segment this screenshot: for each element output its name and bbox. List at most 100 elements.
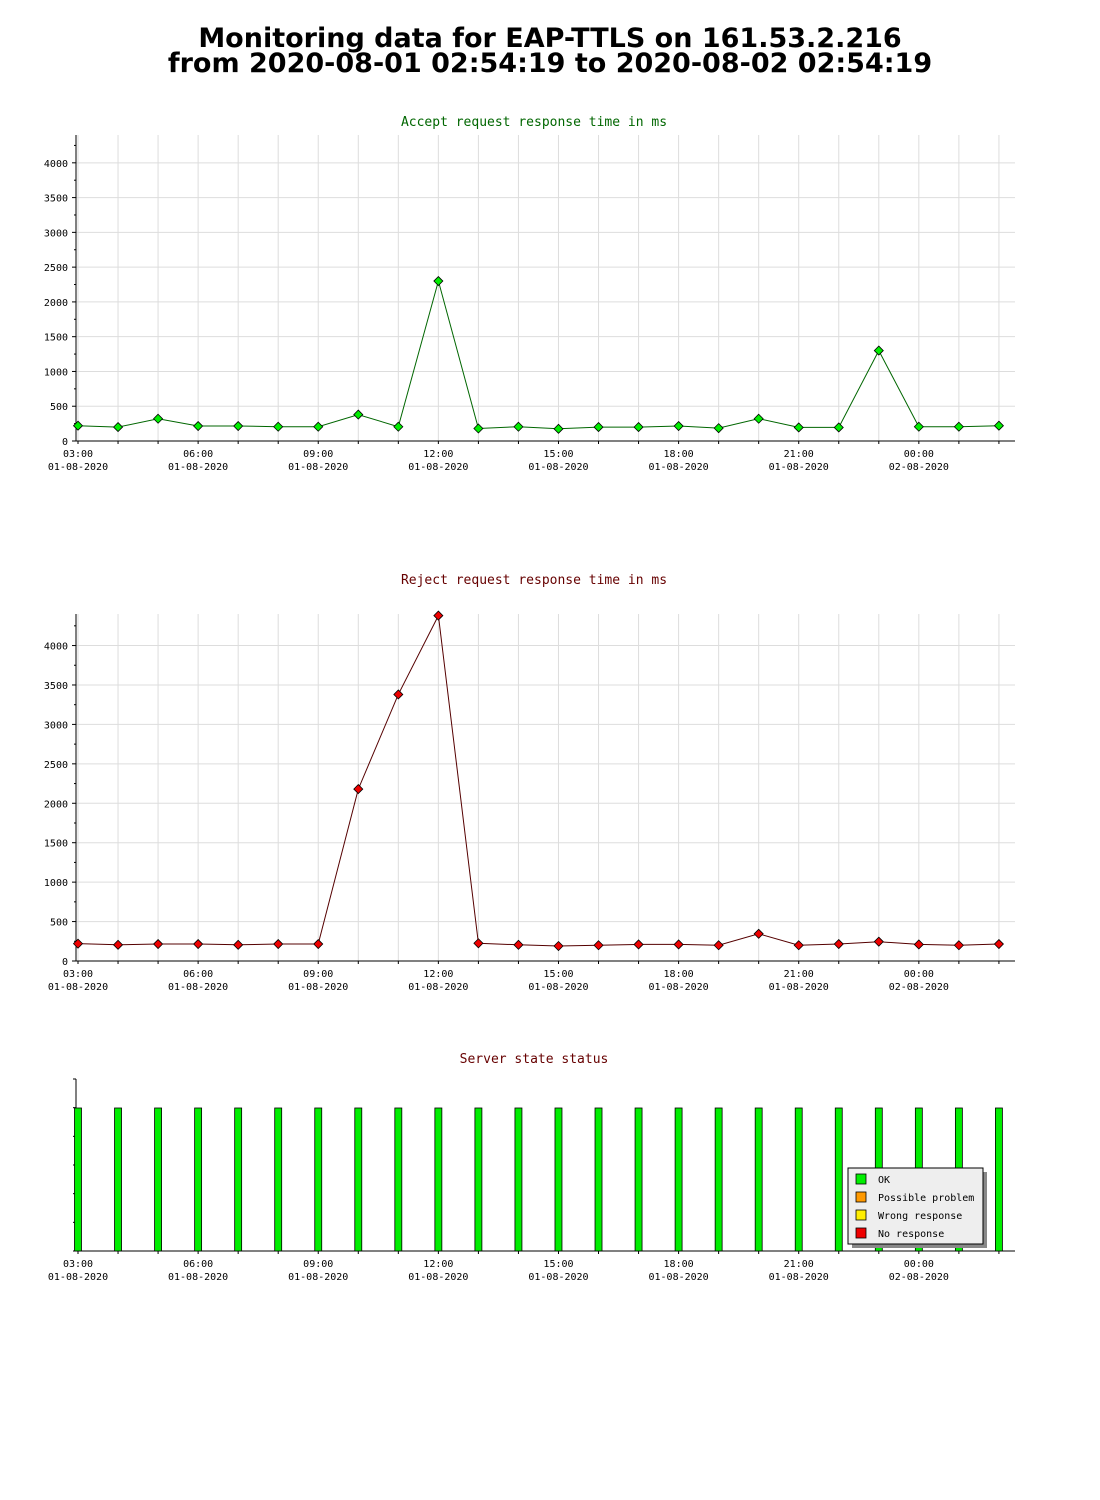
- accept-series-line: [77, 279, 999, 430]
- reject-data-point: [153, 938, 164, 950]
- reject-data-point: [513, 939, 524, 950]
- accept-x-tick-time: 18:00: [664, 449, 694, 460]
- status-x-tick-date: 01-08-2020: [528, 1272, 588, 1283]
- reject-y-tick-label: 0: [62, 957, 68, 968]
- status-state-bar: [754, 1107, 763, 1252]
- accept-data-point: [112, 422, 124, 433]
- reject-data-point: [913, 939, 924, 950]
- accept-x-tick-time: 06:00: [183, 449, 213, 460]
- accept-y-tick-label: 4000: [44, 159, 68, 170]
- accept-x-tick-date: 01-08-2020: [648, 462, 708, 473]
- accept-x-tick-date: 01-08-2020: [408, 462, 468, 473]
- reject-data-point: [993, 938, 1004, 950]
- accept-data-point: [233, 420, 244, 432]
- accept-y-tick-label: 3000: [44, 228, 68, 239]
- accept-data-point: [913, 421, 924, 432]
- status-state-bar: [514, 1107, 523, 1252]
- accept-data-point: [273, 421, 284, 432]
- accept-data-point: [753, 413, 764, 424]
- legend-label: OK: [878, 1175, 890, 1186]
- accept-y-tick-label: 2500: [44, 263, 68, 274]
- reject-y-tick-label: 3500: [44, 681, 68, 692]
- accept-x-tick-time: 09:00: [303, 449, 333, 460]
- reject-data-point: [233, 939, 244, 950]
- accept-data-point: [833, 422, 844, 433]
- status-state-bar: [314, 1107, 323, 1252]
- reject-x-tick-time: 15:00: [543, 969, 573, 980]
- status-state-bar: [354, 1107, 363, 1252]
- page-title-line-2: from 2020-08-01 02:54:19 to 2020-08-02 0…: [167, 48, 933, 79]
- status-x-tick-time: 06:00: [183, 1259, 213, 1270]
- status-x-tick-time: 03:00: [63, 1259, 93, 1270]
- reject-x-tick-time: 21:00: [784, 969, 814, 980]
- reject-y-tick-label: 2500: [44, 760, 68, 771]
- accept-y-tick-label: 500: [50, 402, 68, 413]
- accept-data-point: [673, 420, 684, 432]
- reject-x-tick-time: 03:00: [63, 969, 93, 980]
- status-x-tick-date: 01-08-2020: [769, 1272, 829, 1283]
- accept-x-tick-time: 03:00: [63, 449, 93, 460]
- reject-series-line: [77, 613, 999, 947]
- reject-x-tick-time: 12:00: [423, 969, 453, 980]
- reject-data-point: [193, 938, 204, 950]
- reject-data-point: [873, 936, 884, 947]
- reject-x-tick-date: 01-08-2020: [288, 982, 348, 993]
- reject-x-tick-date: 01-08-2020: [528, 982, 588, 993]
- reject-data-point: [553, 940, 564, 952]
- accept-data-point: [993, 420, 1004, 431]
- status-state-bar: [154, 1107, 162, 1252]
- status-state-bar: [594, 1107, 603, 1252]
- reject-x-tick-time: 18:00: [664, 969, 694, 980]
- status-x-tick-date: 02-08-2020: [889, 1272, 949, 1283]
- accept-data-point: [713, 423, 724, 434]
- accept-x-tick-date: 01-08-2020: [769, 462, 829, 473]
- legend-swatch: [855, 1173, 867, 1185]
- reject-x-tick-time: 00:00: [904, 969, 934, 980]
- status-x-tick-date: 01-08-2020: [288, 1272, 348, 1283]
- status-state-bar: [794, 1107, 803, 1252]
- accept-data-point: [313, 421, 324, 432]
- reject-data-point: [593, 940, 604, 951]
- accept-data-point: [193, 420, 204, 432]
- accept-data-point: [353, 409, 364, 420]
- reject-data-point: [393, 689, 404, 700]
- reject-y-tick-label: 2000: [44, 799, 68, 810]
- status-state-bar: [434, 1107, 443, 1252]
- status-state-bar: [634, 1107, 643, 1252]
- accept-x-tick-time: 00:00: [904, 449, 934, 460]
- status-x-tick-date: 01-08-2020: [648, 1272, 708, 1283]
- legend-swatch: [855, 1191, 867, 1203]
- accept-chart-title: Accept request response time in ms: [401, 115, 667, 130]
- reject-y-tick-label: 500: [50, 918, 68, 929]
- accept-data-point: [873, 345, 884, 356]
- accept-y-tick-label: 1500: [44, 333, 68, 344]
- status-x-tick-time: 15:00: [543, 1259, 573, 1270]
- reject-x-tick-time: 06:00: [183, 969, 213, 980]
- status-chart-title: Server state status: [460, 1052, 609, 1067]
- status-x-tick-date: 01-08-2020: [168, 1272, 228, 1283]
- accept-data-point: [793, 422, 804, 433]
- accept-x-tick-date: 01-08-2020: [168, 462, 228, 473]
- status-state-bar: [474, 1107, 483, 1252]
- accept-data-point: [633, 422, 644, 433]
- reject-y-tick-label: 1500: [44, 839, 68, 850]
- reject-data-point: [112, 939, 124, 950]
- accept-y-tick-label: 2000: [44, 298, 68, 309]
- reject-x-tick-date: 01-08-2020: [769, 982, 829, 993]
- accept-x-tick-date: 02-08-2020: [889, 462, 949, 473]
- reject-x-tick-time: 09:00: [303, 969, 333, 980]
- accept-data-point: [513, 421, 524, 432]
- reject-data-point: [353, 784, 364, 795]
- accept-data-point: [393, 421, 404, 432]
- accept-x-tick-time: 21:00: [784, 449, 814, 460]
- reject-x-tick-date: 01-08-2020: [648, 982, 708, 993]
- accept-data-point: [72, 420, 84, 431]
- page-title-line-1: Monitoring data for EAP-TTLS on 161.53.2…: [198, 23, 902, 54]
- reject-y-tick-label: 1000: [44, 878, 68, 889]
- status-state-bar: [274, 1107, 283, 1252]
- status-state-bar: [714, 1107, 723, 1252]
- status-state-bar: [554, 1107, 563, 1252]
- accept-data-point: [593, 422, 604, 433]
- status-x-tick-date: 01-08-2020: [48, 1272, 108, 1283]
- status-state-bar: [834, 1107, 843, 1252]
